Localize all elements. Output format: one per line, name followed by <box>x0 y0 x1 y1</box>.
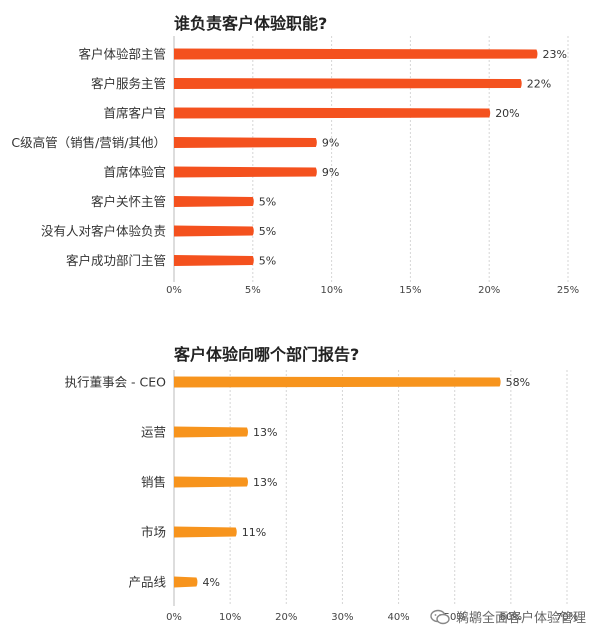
chart1-bar <box>174 48 538 60</box>
chart2-category-label: 产品线 <box>128 575 166 590</box>
chart1-category-label: C级高管（销售/营销/其他） <box>11 135 166 150</box>
chart2-bar <box>174 476 248 488</box>
chart1-tick-label: 10% <box>320 285 342 296</box>
wechat-icon <box>430 609 450 625</box>
chart1-category-label: 客户体验部主管 <box>78 47 166 62</box>
chart1-value-label: 20% <box>495 107 519 120</box>
chart2-value-label: 13% <box>253 426 277 439</box>
chart1-bar <box>174 166 317 178</box>
chart2-category-label: 市场 <box>141 525 166 540</box>
chart1-category-label: 客户关怀主管 <box>91 194 166 209</box>
chart2-bar <box>174 426 248 438</box>
chart1-category-label: 首席客户官 <box>103 106 166 121</box>
chart1-value-label: 5% <box>259 225 276 238</box>
chart2-tick-label: 70% <box>556 612 578 623</box>
chart1-value-label: 5% <box>259 255 276 268</box>
chart2-tick-label: 60% <box>500 612 522 623</box>
chart1-category-label: 客户服务主管 <box>91 76 166 91</box>
chart2-title: 客户体验向哪个部门报告? <box>174 345 360 364</box>
chart1-value-label: 22% <box>527 78 551 91</box>
chart1-value-label: 5% <box>259 196 276 209</box>
chart1-bar <box>174 107 491 119</box>
chart1-bar-group <box>174 78 522 89</box>
chart2-tick-label: 10% <box>219 612 241 623</box>
chart1-tick-label: 5% <box>245 285 261 296</box>
chart2-bar <box>174 576 198 588</box>
chart1-bar-group <box>174 107 491 119</box>
chart1-tick-label: 0% <box>166 285 182 296</box>
chart2-tick-label: 40% <box>387 612 409 623</box>
chart1-tick-label: 20% <box>478 285 500 296</box>
chart2-bar <box>174 526 237 538</box>
chart1-value-label: 9% <box>322 137 339 150</box>
chart1-category-label: 首席体验官 <box>103 165 166 180</box>
chart2-category-label: 销售 <box>141 475 166 490</box>
chart2-bar-group <box>174 526 237 538</box>
chart1-bar <box>174 137 317 148</box>
chart1-bar-group <box>174 137 317 148</box>
chart2-value-label: 4% <box>202 576 219 589</box>
chart2-category-label: 执行董事会 - CEO <box>65 375 167 390</box>
chart2-bar-group <box>174 376 501 388</box>
chart2-tick-label: 30% <box>331 612 353 623</box>
chart2-tick-label: 0% <box>166 612 182 623</box>
chart2-value-label: 13% <box>253 476 277 489</box>
watermark: 鹈鹕全面客户体验管理 <box>430 607 586 626</box>
chart2-bar <box>174 376 501 388</box>
chart2-bar-group <box>174 576 198 588</box>
chart1-bar-group <box>174 48 538 60</box>
chart2-bar-group <box>174 426 248 438</box>
watermark-text: 鹈鹕全面客户体验管理 <box>455 611 586 626</box>
chart1-title: 谁负责客户体验职能? <box>174 14 328 33</box>
chart2-value-label: 11% <box>242 526 266 539</box>
chart2-category-label: 运营 <box>141 425 166 440</box>
chart2-bar-group <box>174 476 248 488</box>
chart1-bar-group <box>174 255 254 266</box>
chart1-tick-label: 15% <box>399 285 421 296</box>
chart1-bar-group <box>174 166 317 178</box>
chart1-category-label: 没有人对客户体验负责 <box>41 224 166 239</box>
chart2-plot: 0% 10% 20% 30% 40% 50% 60% 70% 执行董事会 - CEO 58% 运营 1… <box>65 370 578 623</box>
chart1-plot: 0% 5% 10% 15% 20% 25% 客户体验部主管 23% 客户服务主管 22% 首席客户官… <box>11 36 579 296</box>
chart2-tick-label: 50% <box>444 612 466 623</box>
chart2-tick-label: 20% <box>275 612 297 623</box>
chart1-tick-label: 25% <box>557 285 579 296</box>
chart1-value-label: 9% <box>322 166 339 179</box>
chart1-value-label: 23% <box>542 48 566 61</box>
chart1-bar <box>174 78 522 89</box>
chart1-bar-group <box>174 225 254 237</box>
chart1-bar <box>174 196 254 207</box>
chart1-bar-group <box>174 196 254 207</box>
chart1-bar <box>174 225 254 237</box>
chart2-value-label: 58% <box>506 376 530 389</box>
chart1-bar <box>174 255 254 266</box>
chart1-category-label: 客户成功部门主管 <box>66 253 166 268</box>
